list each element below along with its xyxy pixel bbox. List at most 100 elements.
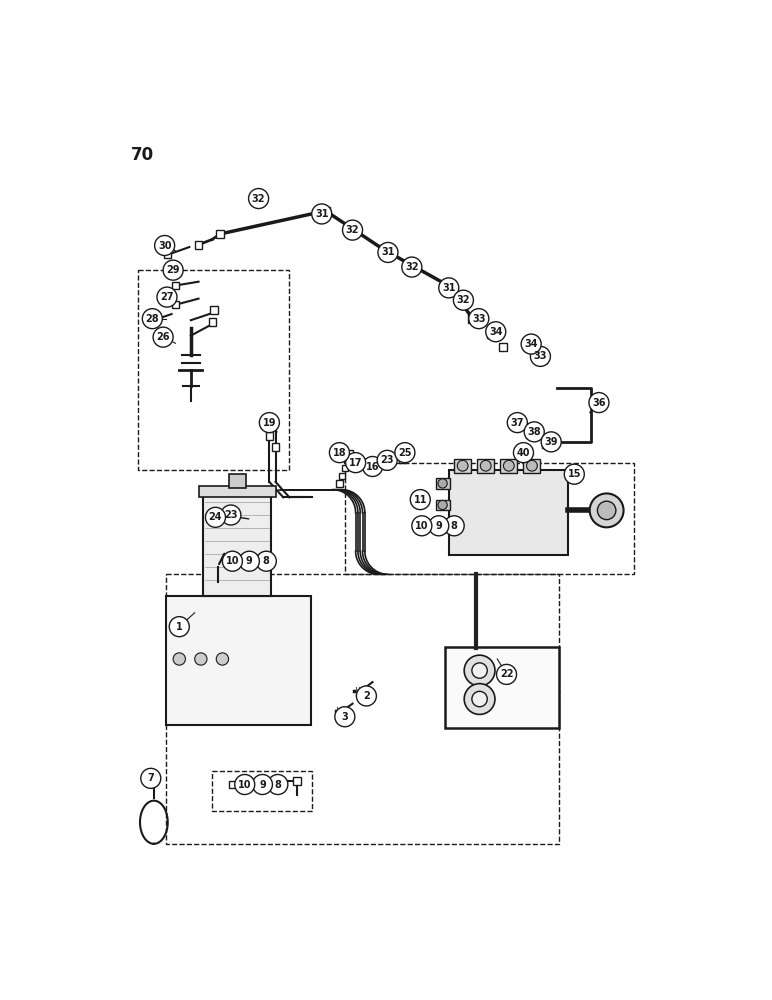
Bar xyxy=(435,521,449,532)
Text: 10: 10 xyxy=(238,780,252,790)
Text: 22: 22 xyxy=(499,669,513,679)
Circle shape xyxy=(330,443,350,463)
Bar xyxy=(230,513,237,520)
Circle shape xyxy=(541,432,561,452)
Text: 3: 3 xyxy=(341,712,348,722)
Circle shape xyxy=(444,516,464,536)
Text: 1: 1 xyxy=(176,622,183,632)
Circle shape xyxy=(598,501,616,520)
Text: 34: 34 xyxy=(524,339,538,349)
Circle shape xyxy=(256,551,276,571)
Circle shape xyxy=(153,327,173,347)
Text: 70: 70 xyxy=(130,146,154,164)
Circle shape xyxy=(469,309,489,329)
Text: 25: 25 xyxy=(398,448,411,458)
Bar xyxy=(203,496,271,596)
Circle shape xyxy=(163,260,183,280)
Bar xyxy=(367,463,374,470)
Text: 32: 32 xyxy=(346,225,359,235)
Circle shape xyxy=(249,189,269,209)
Text: 36: 36 xyxy=(592,398,606,408)
Text: 32: 32 xyxy=(252,194,266,204)
Text: 18: 18 xyxy=(333,448,347,458)
Circle shape xyxy=(335,707,355,727)
Circle shape xyxy=(589,393,609,413)
Bar xyxy=(418,518,426,527)
Text: 24: 24 xyxy=(208,512,222,522)
Circle shape xyxy=(252,774,273,795)
Text: 30: 30 xyxy=(158,241,171,251)
Bar xyxy=(543,439,550,448)
Circle shape xyxy=(486,322,506,342)
Circle shape xyxy=(312,204,332,224)
Text: 32: 32 xyxy=(405,262,418,272)
Circle shape xyxy=(205,507,225,527)
Circle shape xyxy=(496,664,516,684)
Text: 19: 19 xyxy=(262,418,276,428)
Bar xyxy=(339,473,345,479)
Text: 32: 32 xyxy=(457,295,470,305)
Bar xyxy=(518,450,527,458)
Bar xyxy=(227,555,235,563)
Circle shape xyxy=(503,460,514,471)
Bar xyxy=(523,459,540,473)
Circle shape xyxy=(239,551,259,571)
Circle shape xyxy=(564,464,584,484)
Circle shape xyxy=(195,653,207,665)
Bar xyxy=(449,470,568,555)
Bar xyxy=(244,555,252,563)
Text: 11: 11 xyxy=(414,495,427,505)
Text: 9: 9 xyxy=(435,521,442,531)
Bar xyxy=(266,432,273,440)
Bar xyxy=(445,282,454,291)
Bar xyxy=(347,450,354,456)
Circle shape xyxy=(395,443,415,463)
Text: 38: 38 xyxy=(527,427,541,437)
Circle shape xyxy=(216,653,229,665)
Circle shape xyxy=(154,235,174,256)
Circle shape xyxy=(357,686,377,706)
Bar xyxy=(345,463,634,574)
Text: 27: 27 xyxy=(161,292,174,302)
Text: 26: 26 xyxy=(157,332,170,342)
Bar xyxy=(229,781,237,788)
Bar xyxy=(212,771,313,811)
Circle shape xyxy=(173,653,185,665)
Text: 17: 17 xyxy=(349,458,362,468)
Bar xyxy=(151,317,157,324)
Circle shape xyxy=(438,522,447,531)
Bar xyxy=(337,480,343,487)
Circle shape xyxy=(507,413,527,433)
Text: 10: 10 xyxy=(415,521,428,531)
Circle shape xyxy=(480,460,491,471)
Circle shape xyxy=(401,257,422,277)
Text: 9: 9 xyxy=(259,780,266,790)
Bar xyxy=(435,478,449,489)
Circle shape xyxy=(464,684,495,714)
Circle shape xyxy=(346,453,366,473)
Bar xyxy=(138,270,289,470)
Text: 29: 29 xyxy=(167,265,180,275)
Circle shape xyxy=(513,443,533,463)
Circle shape xyxy=(438,500,447,510)
Circle shape xyxy=(472,691,487,707)
Circle shape xyxy=(438,278,459,298)
Bar xyxy=(321,207,330,215)
Circle shape xyxy=(438,479,447,488)
Text: 23: 23 xyxy=(381,455,394,465)
Circle shape xyxy=(378,242,398,262)
Circle shape xyxy=(142,309,162,329)
Text: 2: 2 xyxy=(363,691,370,701)
Bar xyxy=(210,306,218,314)
Circle shape xyxy=(410,490,430,510)
Bar xyxy=(293,777,301,785)
Bar xyxy=(435,500,449,510)
Bar xyxy=(344,457,350,463)
Bar xyxy=(208,318,216,326)
Bar xyxy=(166,574,559,844)
Text: 9: 9 xyxy=(246,556,252,566)
Bar xyxy=(513,418,521,427)
Circle shape xyxy=(527,460,537,471)
Bar xyxy=(433,518,442,527)
Bar xyxy=(381,461,389,469)
